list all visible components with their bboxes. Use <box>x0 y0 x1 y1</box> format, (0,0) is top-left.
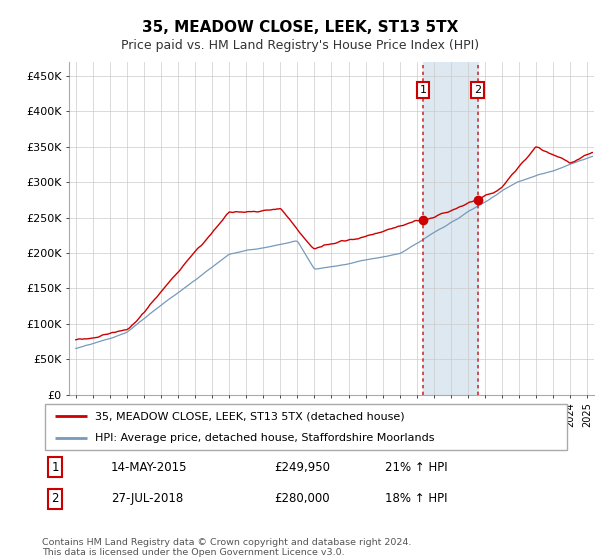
Text: 1: 1 <box>419 85 427 95</box>
Text: 21% ↑ HPI: 21% ↑ HPI <box>385 461 448 474</box>
Text: HPI: Average price, detached house, Staffordshire Moorlands: HPI: Average price, detached house, Staf… <box>95 433 434 443</box>
FancyBboxPatch shape <box>44 404 568 450</box>
Text: 2: 2 <box>474 85 481 95</box>
Text: 35, MEADOW CLOSE, LEEK, ST13 5TX: 35, MEADOW CLOSE, LEEK, ST13 5TX <box>142 20 458 35</box>
Text: Price paid vs. HM Land Registry's House Price Index (HPI): Price paid vs. HM Land Registry's House … <box>121 39 479 52</box>
Bar <box>423 62 478 395</box>
Text: 18% ↑ HPI: 18% ↑ HPI <box>385 492 448 505</box>
Text: £280,000: £280,000 <box>274 492 330 505</box>
Text: Contains HM Land Registry data © Crown copyright and database right 2024.
This d: Contains HM Land Registry data © Crown c… <box>42 538 412 557</box>
Text: 27-JUL-2018: 27-JUL-2018 <box>110 492 183 505</box>
Text: 2: 2 <box>52 492 59 505</box>
Text: 14-MAY-2015: 14-MAY-2015 <box>110 461 187 474</box>
Text: 35, MEADOW CLOSE, LEEK, ST13 5TX (detached house): 35, MEADOW CLOSE, LEEK, ST13 5TX (detach… <box>95 411 404 421</box>
Text: £249,950: £249,950 <box>274 461 331 474</box>
Text: 1: 1 <box>52 461 59 474</box>
